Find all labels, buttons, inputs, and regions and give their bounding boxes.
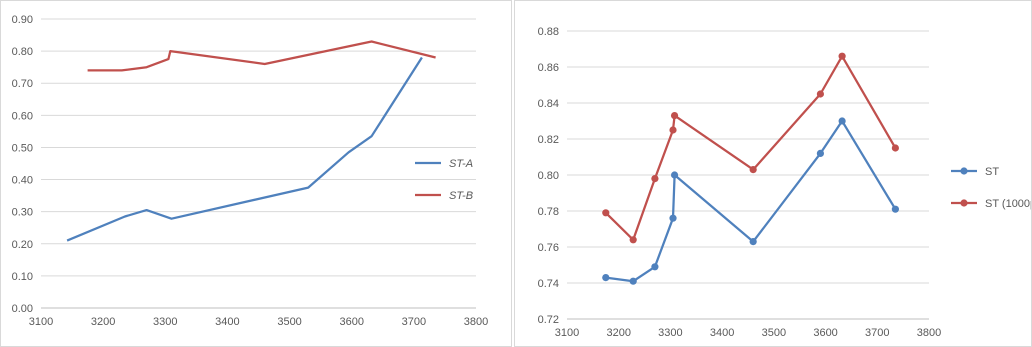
x-tick-label: 3500	[762, 327, 786, 339]
x-tick-label: 3800	[464, 316, 488, 328]
legend-marker	[960, 167, 968, 175]
y-tick-label: 0.88	[538, 26, 559, 38]
y-tick-label: 0.20	[12, 239, 33, 251]
y-tick-label: 0.74	[538, 278, 559, 290]
y-tick-label: 0.76	[538, 242, 559, 254]
data-point	[670, 112, 679, 120]
x-tick-label: 3300	[658, 327, 682, 339]
data-point	[816, 90, 824, 98]
x-tick-label: 3800	[917, 327, 941, 339]
legend-label: ST	[985, 166, 999, 178]
data-point	[602, 274, 610, 282]
x-tick-label: 3100	[29, 316, 53, 328]
y-tick-label: 0.70	[12, 78, 33, 90]
x-tick-label: 3500	[277, 316, 301, 328]
legend-marker	[960, 199, 968, 207]
y-tick-label: 0.78	[538, 206, 559, 218]
data-point	[669, 214, 677, 222]
y-tick-label: 0.86	[538, 62, 559, 74]
data-point	[629, 236, 637, 244]
data-point	[816, 149, 824, 157]
x-tick-label: 3700	[402, 316, 426, 328]
y-tick-label: 0.10	[12, 271, 33, 283]
data-point	[838, 117, 846, 125]
chart-left-svg: 0.00 0.10 0.20 0.30 0.40 0.50 0.60 0.70 0.80 0.90…	[12, 14, 489, 328]
data-point	[749, 238, 757, 246]
data-point	[651, 175, 659, 183]
y-tick-label: 0.80	[12, 46, 33, 58]
y-tick-label: 0.30	[12, 207, 33, 219]
x-tick-label: 3600	[339, 316, 363, 328]
x-tick-label: 3100	[555, 327, 579, 339]
x-tick-label: 3300	[153, 316, 177, 328]
y-tick-label: 0.80	[538, 170, 559, 182]
data-point	[670, 171, 679, 179]
data-point	[629, 277, 637, 285]
series-line	[87, 40, 436, 72]
data-point	[838, 52, 846, 60]
legend-label: ST (1000psi)	[985, 198, 1031, 210]
legend-label: ST-A	[449, 158, 473, 170]
data-point	[602, 209, 610, 217]
y-tick-label: 0.72	[538, 314, 559, 326]
x-tick-label: 3200	[91, 316, 115, 328]
chart-panel-right: 0.72 0.74 0.76 0.78 0.80 0.82 0.84 0.86 0.88 3100…	[514, 0, 1032, 347]
y-tick-label: 0.00	[12, 303, 33, 315]
x-tick-label: 3400	[215, 316, 239, 328]
legend-label: ST-B	[449, 190, 473, 202]
series-line	[605, 55, 897, 241]
series-line	[66, 56, 423, 242]
x-tick-label: 3200	[606, 327, 630, 339]
data-point	[651, 263, 659, 271]
chart-right-svg: 0.72 0.74 0.76 0.78 0.80 0.82 0.84 0.86 0.88 3100…	[538, 26, 1031, 339]
y-tick-label: 0.50	[12, 142, 33, 154]
y-tick-label: 0.82	[538, 134, 559, 146]
y-tick-label: 0.40	[12, 175, 33, 187]
series-line	[605, 119, 897, 283]
chart-panel-left: 0.00 0.10 0.20 0.30 0.40 0.50 0.60 0.70 0.80 0.90…	[0, 0, 512, 347]
y-tick-label: 0.84	[538, 98, 559, 110]
data-point	[891, 205, 899, 213]
y-tick-label: 0.90	[12, 14, 33, 26]
data-point	[891, 144, 899, 152]
data-point	[749, 166, 757, 174]
y-tick-label: 0.60	[12, 110, 33, 122]
data-point	[669, 126, 677, 134]
x-tick-label: 3400	[710, 327, 734, 339]
x-tick-label: 3700	[865, 327, 889, 339]
x-tick-label: 3600	[813, 327, 837, 339]
